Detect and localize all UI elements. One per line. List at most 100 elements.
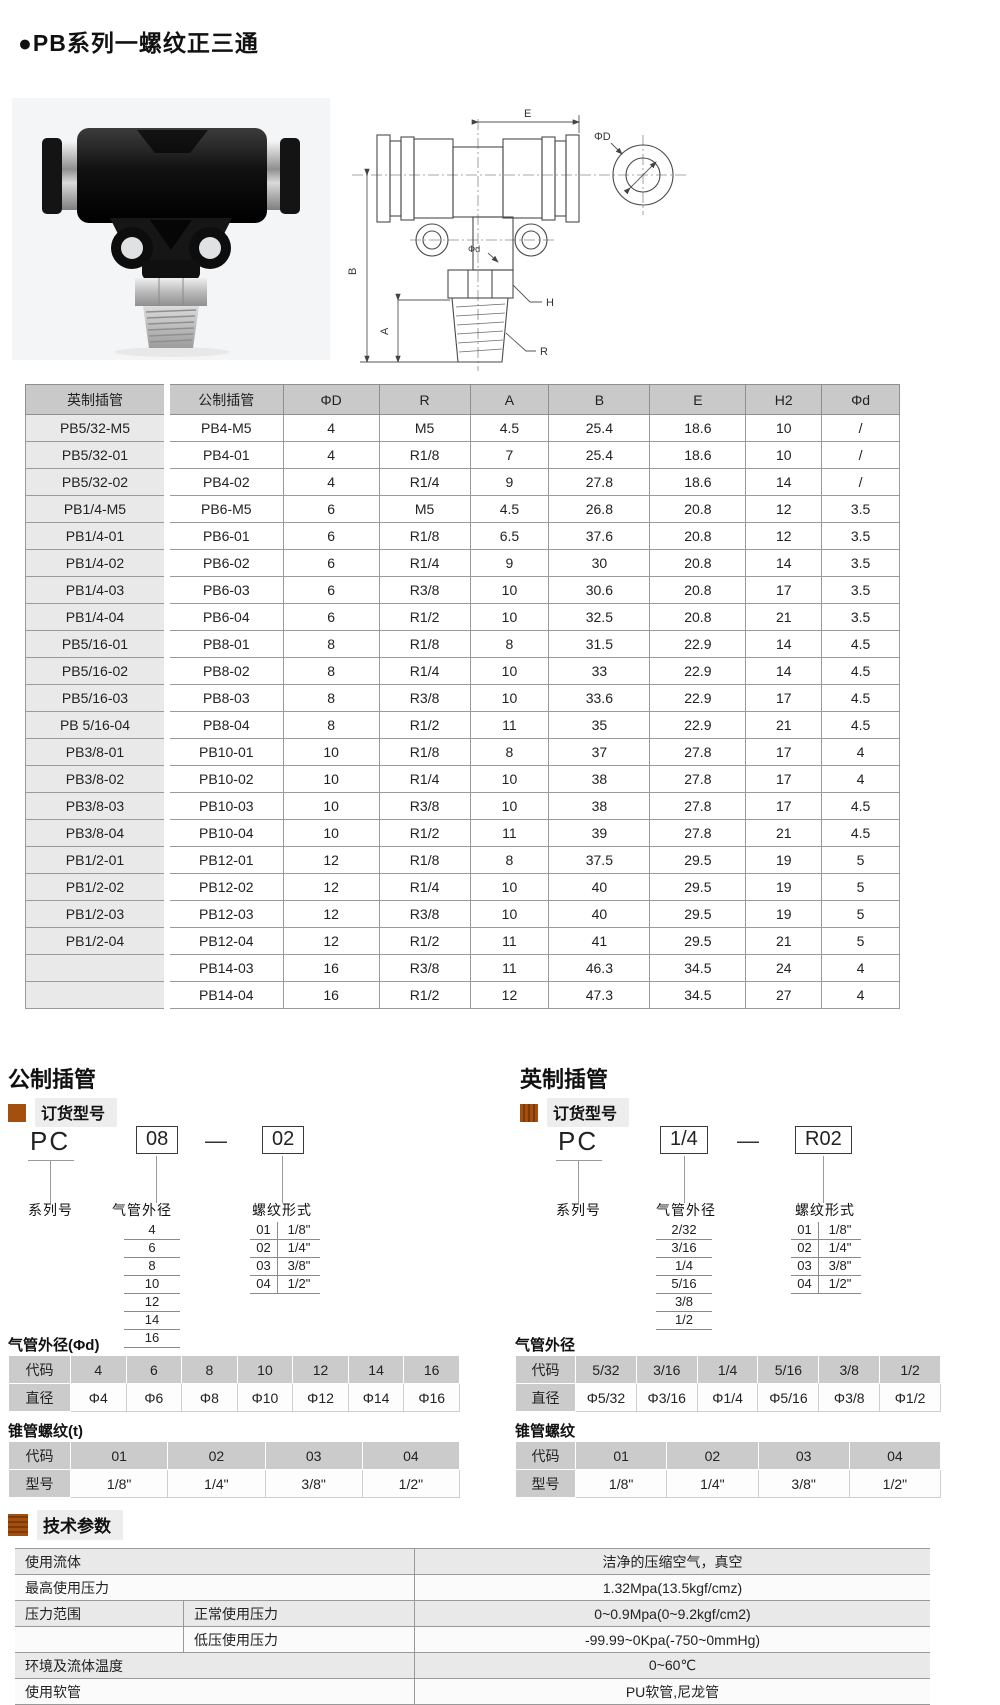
table-cell: 27.8 xyxy=(649,765,747,793)
table-cell: PB12-01 xyxy=(166,846,284,874)
table-cell: 12 xyxy=(469,981,550,1009)
table-row: PB5/32-01 PB4-01 4 R1/8 7 25.4 18.6 10/ xyxy=(24,441,900,469)
table-cell: PB1/2-03 xyxy=(24,900,170,928)
table-cell: 4 xyxy=(821,954,900,982)
table-row: PB1/4-02 PB6-02 6 R1/4 9 30 20.8 14 3.5 xyxy=(24,549,900,577)
tech-row: 低压使用压力 -99.99~0Kpa(-750~0mmHg) xyxy=(15,1626,930,1653)
table-cell: 10 xyxy=(282,765,380,793)
imperial-order-label: 订货型号 xyxy=(547,1098,630,1127)
size-option: 12 xyxy=(124,1294,180,1312)
size-option: 5/16 xyxy=(656,1276,712,1294)
table-cell: PB1/4-01 xyxy=(24,522,170,550)
table-cell: R1/8 xyxy=(378,846,471,874)
table-cell: 47.3 xyxy=(548,981,651,1009)
table-cell: 4.5 xyxy=(821,819,900,847)
table-cell: 10 xyxy=(469,792,550,820)
table-cell: 18.6 xyxy=(649,441,747,469)
table-cell: 22.9 xyxy=(649,711,747,739)
table-cell: 10 xyxy=(469,873,550,901)
size-option: 2/32 xyxy=(656,1222,712,1240)
table-row: 代码 01 02 03 04 xyxy=(8,1441,461,1470)
table-cell: PB3/8-02 xyxy=(24,765,170,793)
table-cell: 21 xyxy=(745,819,823,847)
table-cell: 6.5 xyxy=(469,522,550,550)
table-row: PB1/4-01 PB6-01 6 R1/8 6.5 37.6 20.8 12 3.5 xyxy=(24,522,900,550)
table-cell: Φ14 xyxy=(347,1383,405,1412)
table-cell: 4 xyxy=(282,441,380,469)
table-cell: 12 xyxy=(282,846,380,874)
table-cell: 4 xyxy=(821,738,900,766)
table-row: 型号 1/8" 1/4" 3/8" 1/2" xyxy=(8,1469,461,1498)
table-cell: 10 xyxy=(282,792,380,820)
table-cell: 26.8 xyxy=(548,495,651,523)
table-cell: 6 xyxy=(282,522,380,550)
table-cell: 4.5 xyxy=(821,792,900,820)
metric-series-code: PC xyxy=(30,1126,71,1156)
table-cell: 30 xyxy=(548,549,651,577)
table-cell: 10 xyxy=(745,414,823,442)
table-cell: 17 xyxy=(745,792,823,820)
table-cell: 16 xyxy=(403,1355,460,1384)
table-cell: 30.6 xyxy=(548,576,651,604)
thread-option: 04 1/2" xyxy=(791,1276,861,1294)
table-cell: 11 xyxy=(469,819,550,847)
table-cell: 24 xyxy=(745,954,823,982)
metric-dash: — xyxy=(205,1128,227,1153)
table-cell: 39 xyxy=(548,819,651,847)
table-cell: Φ5/32 xyxy=(575,1383,637,1412)
tech-label: 环境及流体温度 xyxy=(15,1652,415,1679)
tech-label: 压力范围 xyxy=(15,1600,184,1627)
table-cell: 8 xyxy=(282,630,380,658)
table-cell: PB8-01 xyxy=(166,630,284,658)
imperial-dash: — xyxy=(737,1128,759,1153)
table-cell: 3/8 xyxy=(818,1355,881,1384)
tech-value: 1.32Mpa(13.5kgf/cmz) xyxy=(414,1574,930,1601)
column-header: 公制插管 xyxy=(166,384,284,415)
tech-value: PU软管,尼龙管 xyxy=(414,1678,930,1705)
imperial-order-row: 订货型号 xyxy=(520,1098,630,1127)
table-cell: 3.5 xyxy=(821,576,900,604)
metric-thread-list: 01 1/8" 02 1/4" 03 3/8" 04 1/2" xyxy=(250,1222,320,1294)
table-cell: 35 xyxy=(548,711,651,739)
table-cell: 19 xyxy=(745,873,823,901)
table-cell: 8 xyxy=(181,1355,238,1384)
table-cell: 5 xyxy=(821,873,900,901)
table-cell: 3/8" xyxy=(264,1469,363,1498)
table-cell: Φ3/8 xyxy=(818,1383,881,1412)
tech-row: 使用流体 洁净的压缩空气，真空 xyxy=(15,1548,930,1575)
table-cell: 46.3 xyxy=(548,954,651,982)
thread-option: 04 1/2" xyxy=(250,1276,320,1294)
table-cell: R3/8 xyxy=(378,954,471,982)
table-cell: 11 xyxy=(469,711,550,739)
table-cell: 21 xyxy=(745,927,823,955)
table-cell: M5 xyxy=(378,414,471,442)
size-option: 3/8 xyxy=(656,1294,712,1312)
table-cell: 4.5 xyxy=(821,684,900,712)
connector-line xyxy=(556,1160,602,1161)
table-cell: PB1/2-01 xyxy=(24,846,170,874)
table-cell: 12 xyxy=(292,1355,349,1384)
tech-value: -99.99~0Kpa(-750~0mmHg) xyxy=(414,1626,930,1653)
table-cell: 5 xyxy=(821,900,900,928)
table-row: PB14-03 16 R3/8 11 46.3 34.5 24 4 xyxy=(24,954,900,982)
imperial-series-code: PC xyxy=(558,1126,599,1156)
table-cell: 01 xyxy=(574,1441,668,1470)
table-body: PB5/32-M5 PB4-M5 4 M5 4.5 25.4 18.6 10/PB5/32-0… xyxy=(24,414,900,1009)
table-cell: 37 xyxy=(548,738,651,766)
table-cell: 12 xyxy=(745,495,823,523)
metric-od-table: 代码 4 6 8 10 12 14 16 直径 Φ4 Φ6 Φ8 Φ10 Φ12 Φ14 Φ16 xyxy=(8,1355,460,1412)
table-cell: 27.8 xyxy=(649,819,747,847)
tech-label: 最高使用压力 xyxy=(15,1574,415,1601)
table-cell: PB1/2-02 xyxy=(24,873,170,901)
table-cell: 38 xyxy=(548,792,651,820)
table-cell: 7 xyxy=(469,441,550,469)
thread-option-cell: 1/8" xyxy=(287,1222,311,1237)
column-header: E xyxy=(649,384,747,415)
imperial-od-table: 代码 5/32 3/16 1/4 5/16 3/8 1/2 直径 Φ5/32 Φ3/16 Φ1/4 Φ… xyxy=(515,1355,941,1412)
table-cell: 4.5 xyxy=(821,657,900,685)
table-cell: 8 xyxy=(282,711,380,739)
imperial-thread-title: 锥管螺纹 xyxy=(515,1423,576,1440)
table-cell: 4.5 xyxy=(821,630,900,658)
tee-fitting-photo xyxy=(12,98,330,360)
